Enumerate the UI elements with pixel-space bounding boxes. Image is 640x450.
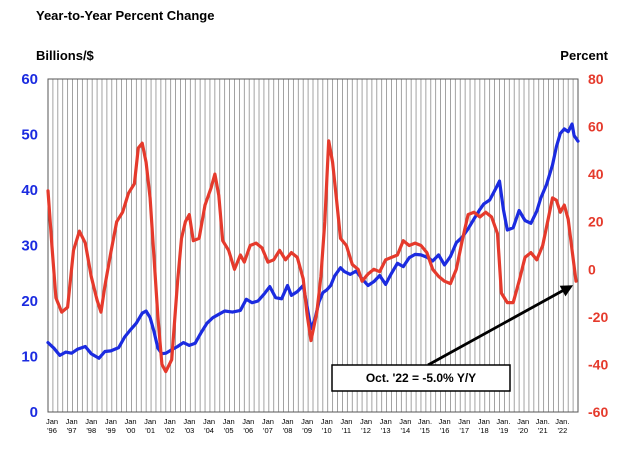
- right-tick-label: -20: [588, 309, 608, 325]
- x-tick-label: '18: [479, 426, 489, 435]
- left-tick-label: 10: [21, 349, 38, 366]
- percent-series-line: [46, 139, 578, 374]
- plot-frame: [47, 78, 579, 413]
- left-axis-label: Billions/$: [36, 48, 95, 63]
- x-tick-label: Jan: [203, 417, 215, 426]
- x-tick-label: Jan: [301, 417, 313, 426]
- x-tick-label: '06: [243, 426, 253, 435]
- x-tick-label: '98: [86, 426, 96, 435]
- x-tick-label: '09: [302, 426, 312, 435]
- series-lines: [46, 122, 580, 374]
- x-tick-label: '97: [67, 426, 77, 435]
- x-tick-label: '21: [538, 426, 548, 435]
- x-tick-label: Jan: [183, 417, 195, 426]
- annotation-text: Oct. '22 = -5.0% Y/Y: [366, 371, 476, 385]
- x-tick-label: Jan: [46, 417, 58, 426]
- x-tick-label: Jan.: [536, 417, 550, 426]
- x-tick-label: '17: [459, 426, 469, 435]
- right-tick-label: -60: [588, 404, 608, 420]
- vertical-gridlines: [52, 79, 574, 412]
- right-tick-label: 60: [588, 119, 604, 135]
- plot-border: [47, 78, 579, 413]
- x-tick-label: Jan: [85, 417, 97, 426]
- x-tick-label: Jan: [242, 417, 254, 426]
- x-tick-label: '96: [47, 426, 57, 435]
- right-tick-label: -40: [588, 356, 608, 372]
- x-tick-label: '11: [342, 426, 351, 435]
- annotation-box: [331, 364, 511, 392]
- left-tick-label: 40: [21, 182, 38, 199]
- x-tick-label: Jan: [439, 417, 451, 426]
- x-tick-label: Jan: [399, 417, 411, 426]
- x-tick-label: Jan: [321, 417, 333, 426]
- x-tick-label: Jan: [66, 417, 78, 426]
- x-tick-label: Jan: [380, 417, 392, 426]
- x-tick-label: Jan.: [555, 417, 569, 426]
- x-tick-label: '05: [224, 426, 234, 435]
- annotation: Oct. '22 = -5.0% Y/Y: [331, 285, 574, 392]
- x-tick-label: Jan: [340, 417, 352, 426]
- x-tick-label: Jan: [282, 417, 294, 426]
- x-tick-label: '03: [185, 426, 195, 435]
- right-axis-label: Percent: [560, 48, 608, 63]
- x-tick-label: Jan.: [496, 417, 510, 426]
- left-tick-label: 0: [30, 404, 38, 421]
- x-tick-label: '13: [381, 426, 391, 435]
- x-tick-label: '00: [126, 426, 136, 435]
- x-tick-label: '04: [204, 426, 214, 435]
- left-tick-label: 60: [21, 71, 38, 88]
- x-tick-label: '20: [518, 426, 528, 435]
- right-tick-label: 80: [588, 71, 604, 87]
- left-tick-label: 30: [21, 238, 38, 255]
- x-tick-label: '01: [145, 426, 155, 435]
- x-tick-label: '22: [557, 426, 567, 435]
- chart-title: Year-to-Year Percent Change: [36, 8, 214, 23]
- x-tick-label: Jan: [478, 417, 490, 426]
- x-tick-label: '12: [361, 426, 371, 435]
- left-tick-label: 50: [21, 127, 38, 144]
- left-axis-ticks: 0 10 20 30 40 50 60: [21, 71, 38, 421]
- right-tick-label: 20: [588, 214, 604, 230]
- x-tick-label: '99: [106, 426, 116, 435]
- right-tick-label: 40: [588, 166, 604, 182]
- annotation-arrow-line: [427, 287, 568, 367]
- x-tick-label: Jan.: [418, 417, 432, 426]
- x-tick-label: Jan: [360, 417, 372, 426]
- x-tick-label: '02: [165, 426, 175, 435]
- x-tick-label: '07: [263, 426, 273, 435]
- right-tick-label: 0: [588, 261, 596, 277]
- x-axis-ticks: Jan'96Jan'97Jan'98Jan'99Jan'00Jan'01Jan'…: [46, 417, 570, 435]
- left-tick-label: 20: [21, 293, 38, 310]
- x-tick-label: '16: [440, 426, 450, 435]
- billions-series-line: [46, 122, 580, 360]
- x-tick-label: Jan: [223, 417, 235, 426]
- x-tick-label: '10: [322, 426, 332, 435]
- x-tick-label: '08: [283, 426, 293, 435]
- x-tick-label: '15: [420, 426, 430, 435]
- x-tick-label: Jan: [517, 417, 529, 426]
- x-tick-label: Jan: [458, 417, 470, 426]
- x-tick-label: '19: [499, 426, 509, 435]
- x-tick-label: Jan: [144, 417, 156, 426]
- annotation-arrow-head: [559, 285, 574, 297]
- x-tick-label: '14: [400, 426, 410, 435]
- x-tick-label: Jan: [105, 417, 117, 426]
- x-tick-label: Jan: [164, 417, 176, 426]
- right-axis-ticks: -60 -40 -20 0 20 40 60 80: [588, 71, 608, 420]
- x-tick-label: Jan: [124, 417, 136, 426]
- x-tick-label: Jan: [262, 417, 274, 426]
